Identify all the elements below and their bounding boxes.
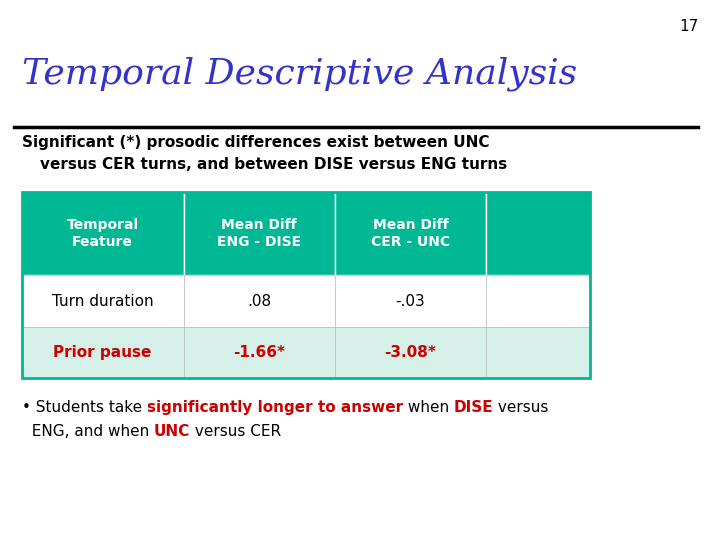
- Text: Mean Diff
ENG - DISE: Mean Diff ENG - DISE: [217, 219, 301, 248]
- Text: significantly longer to answer: significantly longer to answer: [147, 400, 402, 415]
- Text: 17: 17: [679, 19, 698, 34]
- Text: -.03: -.03: [395, 294, 426, 308]
- Text: .08: .08: [247, 294, 271, 308]
- Text: versus CER turns, and between DISE versus ENG turns: versus CER turns, and between DISE versu…: [40, 157, 507, 172]
- Text: Mean Diff
CER - UNC: Mean Diff CER - UNC: [371, 219, 450, 248]
- Text: Significant (*) prosodic differences exist between UNC: Significant (*) prosodic differences exi…: [22, 135, 489, 150]
- Text: DISE: DISE: [454, 400, 493, 415]
- Text: UNC: UNC: [154, 424, 190, 439]
- Text: • Students take: • Students take: [22, 400, 147, 415]
- Text: versus CER: versus CER: [190, 424, 281, 439]
- Text: Temporal Descriptive Analysis: Temporal Descriptive Analysis: [22, 57, 577, 91]
- Text: versus: versus: [493, 400, 549, 415]
- Text: Turn duration: Turn duration: [52, 294, 153, 308]
- Text: -1.66*: -1.66*: [233, 345, 285, 360]
- Text: ENG, and when: ENG, and when: [22, 424, 154, 439]
- Text: when: when: [402, 400, 454, 415]
- Text: Prior pause: Prior pause: [53, 345, 152, 360]
- Text: Temporal
Feature: Temporal Feature: [66, 219, 139, 248]
- Text: -3.08*: -3.08*: [384, 345, 436, 360]
